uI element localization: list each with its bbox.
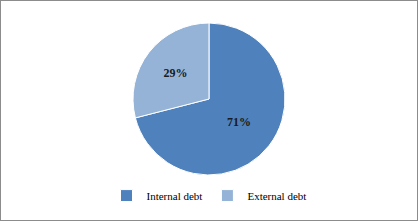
svg-text:29%: 29% xyxy=(163,66,187,80)
svg-text:Internal debt: Internal debt xyxy=(147,190,203,202)
svg-text:71%: 71% xyxy=(227,115,251,129)
svg-text:External debt: External debt xyxy=(247,190,306,202)
